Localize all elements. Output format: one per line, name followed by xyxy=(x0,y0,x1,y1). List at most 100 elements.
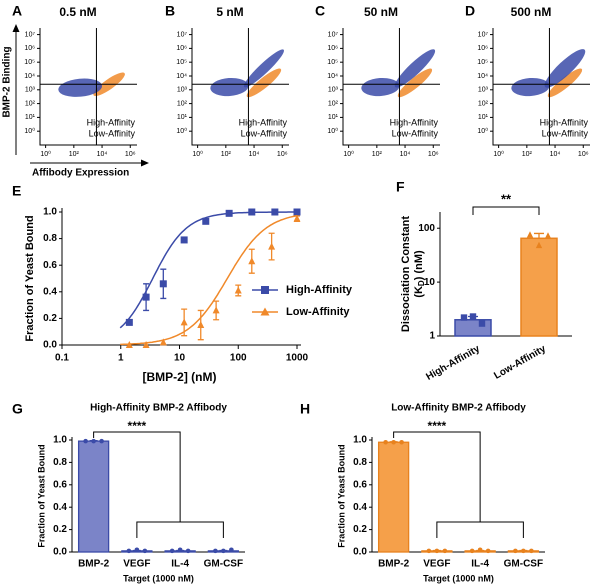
y-tick-label: 10⁷ xyxy=(177,31,188,38)
cell-population xyxy=(544,49,586,88)
legend-label: Low-Affinity xyxy=(241,128,288,138)
y-tick-label: 10⁷ xyxy=(25,31,36,38)
panel-title: 50 nM xyxy=(364,5,398,19)
x-tick-label: 10⁰ xyxy=(192,150,203,158)
data-point xyxy=(391,439,396,445)
legend-label: High-Affinity xyxy=(87,117,136,127)
y-tick-label: 0.6 xyxy=(353,479,367,490)
data-point xyxy=(142,548,148,554)
data-point xyxy=(134,547,140,553)
x-tick-label: 10⁶ xyxy=(125,151,136,158)
panel-letter: F xyxy=(396,179,405,195)
marker xyxy=(248,257,256,265)
x-tick-label: 10⁴ xyxy=(97,151,108,158)
y-tick-label: 10⁶ xyxy=(327,45,338,52)
data-point xyxy=(477,547,483,553)
bar xyxy=(520,237,558,337)
x-tick-label: 10⁴ xyxy=(400,151,411,158)
x-tick-label: 1 xyxy=(118,353,124,364)
y-tick-label: 10⁰ xyxy=(327,127,338,135)
y-axis-label: Fraction of Yeast Bound xyxy=(336,444,346,547)
y-tick-label: 0.0 xyxy=(53,547,67,558)
marker xyxy=(180,236,188,244)
y-tick-label: 10⁷ xyxy=(478,31,489,38)
marker xyxy=(478,320,486,327)
y-axis-label: Fraction of Yeast Bound xyxy=(36,444,46,547)
cell-population xyxy=(394,49,436,88)
y-tick-label: 0.6 xyxy=(43,260,57,271)
marker xyxy=(142,341,150,348)
y-tick-label: 0.2 xyxy=(353,524,367,535)
x-tick-label: VEGF xyxy=(423,559,450,570)
marker xyxy=(125,318,133,326)
panel-letter: E xyxy=(12,183,21,199)
legend-label: Low-Affinity xyxy=(286,306,350,318)
y-tick-label: 10⁶ xyxy=(24,45,35,52)
arrow-head xyxy=(12,24,20,32)
y-tick-label: 0.8 xyxy=(53,457,67,468)
marker xyxy=(526,231,534,238)
y-tick-label: 10¹ xyxy=(177,114,188,121)
marker xyxy=(460,314,468,321)
x-tick-label: 10⁴ xyxy=(249,151,260,158)
significance-bracket xyxy=(93,431,224,538)
y-axis-label: Fraction of Yeast Bound xyxy=(24,215,36,341)
x-tick-label: 10⁶ xyxy=(578,151,589,158)
marker xyxy=(293,214,301,222)
y-tick-label: 10⁷ xyxy=(328,31,339,38)
y-tick-label: 10² xyxy=(25,100,36,107)
panel-letter: H xyxy=(300,401,310,417)
x-tick-label: BMP-2 xyxy=(78,559,110,570)
data-point xyxy=(426,548,432,554)
y-tick-label: 1.0 xyxy=(353,435,367,446)
data-point xyxy=(213,548,218,554)
y-tick-label: 1.0 xyxy=(43,207,57,218)
axes xyxy=(492,28,590,146)
y-tick-label: 10⁰ xyxy=(477,127,488,135)
axes xyxy=(342,28,440,146)
y-tick-label: 10⁶ xyxy=(176,45,187,52)
x-tick-label: BMP-2 xyxy=(378,559,410,570)
y-axis-label-part: ) (nM) xyxy=(413,250,425,280)
legend-label: Low-Affinity xyxy=(392,128,439,138)
data-point xyxy=(399,439,404,445)
x-tick-label: GM-CSF xyxy=(204,559,243,570)
chart-title: Low-Affinity BMP-2 Affibody xyxy=(391,403,526,414)
y-tick-label: 10⁰ xyxy=(24,127,35,135)
marker xyxy=(271,208,279,216)
marker xyxy=(202,217,210,225)
y-tick-label: 10⁵ xyxy=(477,59,488,66)
cell-population xyxy=(397,68,433,98)
significance: **** xyxy=(128,419,147,433)
x-tick-label: 100 xyxy=(230,353,247,364)
y-tick-label: 10³ xyxy=(177,87,188,94)
chart-title: High-Affinity BMP-2 Affibody xyxy=(90,403,227,414)
data-point xyxy=(434,548,440,554)
x-tick-label: 10² xyxy=(522,151,533,158)
panel-letter: D xyxy=(465,3,475,19)
arrow-head xyxy=(141,159,149,167)
y-tick-label: 0.6 xyxy=(53,479,67,490)
panel-letter: A xyxy=(12,3,22,19)
x-tick-label: 10² xyxy=(372,151,383,158)
data-point xyxy=(485,548,491,554)
x-tick-label: 1000 xyxy=(286,353,309,364)
y-tick-label: 0.4 xyxy=(53,502,67,513)
x-tick-label: 10⁶ xyxy=(277,151,288,158)
data-point xyxy=(185,548,191,554)
legend-label: High-Affinity xyxy=(540,117,589,127)
y-tick-label: 1 xyxy=(429,331,435,342)
y-tick-label: 10³ xyxy=(478,87,489,94)
marker xyxy=(225,209,233,217)
x-tick-label: Low-Affinity xyxy=(492,343,548,382)
x-tick-label: High-Affinity xyxy=(424,343,482,383)
cell-population xyxy=(547,68,583,98)
y-tick-label: 10¹ xyxy=(25,114,36,121)
y-tick-label: 10² xyxy=(478,100,489,107)
y-tick-label: 0.8 xyxy=(353,457,367,468)
panel-title: 0.5 nM xyxy=(59,5,96,19)
marker xyxy=(293,208,301,216)
marker xyxy=(197,321,205,329)
marker xyxy=(125,341,133,348)
legend-label: High-Affinity xyxy=(239,117,288,127)
